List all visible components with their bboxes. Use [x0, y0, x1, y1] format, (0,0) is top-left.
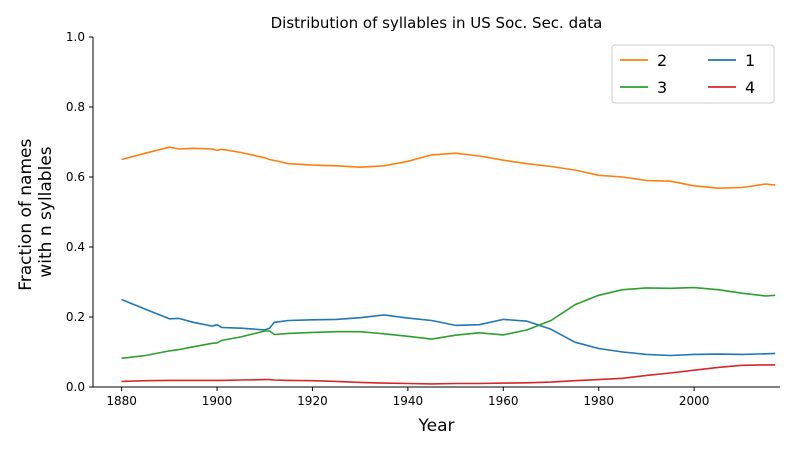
- legend-label-1: 1: [745, 51, 755, 70]
- y-axis-label-line-2: with n syllables: [36, 146, 56, 277]
- chart-title: Distribution of syllables in US Soc. Sec…: [271, 14, 603, 32]
- legend-label-4: 4: [745, 78, 755, 97]
- legend-label-3: 3: [657, 78, 667, 97]
- y-tick-label: 1.0: [66, 30, 85, 44]
- x-tick-label: 2000: [679, 394, 710, 408]
- x-axis-label: Year: [418, 416, 455, 436]
- series-line-4: [121, 364, 776, 385]
- x-tick-label: 1900: [202, 394, 233, 408]
- x-tick-label: 1920: [297, 394, 328, 408]
- x-tick-label: 1940: [393, 394, 424, 408]
- y-tick-label: 0.8: [66, 100, 85, 114]
- series-line-2: [121, 146, 776, 189]
- series-line-3: [121, 286, 776, 360]
- x-tick-label: 1960: [488, 394, 519, 408]
- y-tick-label: 0.6: [66, 170, 85, 184]
- y-axis-label: Fraction of names with n syllables: [16, 133, 56, 291]
- x-tick-label: 1880: [106, 394, 137, 408]
- series-line-1: [121, 298, 776, 357]
- legend: 2 1 3 4: [611, 44, 775, 104]
- axes: 1880 1900 1920 1940 1960 1980 2000 0.0 0.2 0.4 0.6…: [66, 30, 780, 408]
- y-tick-label: 0.4: [66, 240, 85, 254]
- series-layer: [121, 146, 776, 385]
- y-tick-label: 0.2: [66, 310, 85, 324]
- y-tick-label: 0.0: [66, 380, 85, 394]
- y-axis-label-line-1: Fraction of names: [16, 139, 36, 291]
- x-tick-label: 1980: [583, 394, 614, 408]
- legend-label-2: 2: [657, 51, 667, 70]
